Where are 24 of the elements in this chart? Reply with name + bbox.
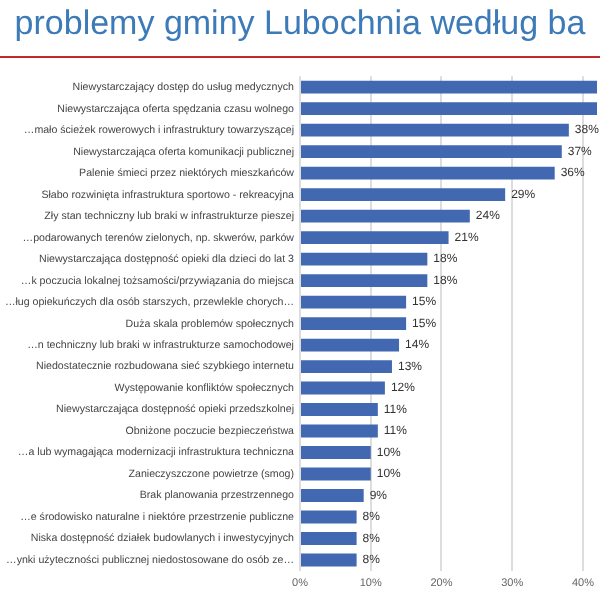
bar xyxy=(301,209,470,223)
bar xyxy=(301,553,357,567)
bar xyxy=(301,317,407,331)
bar xyxy=(301,274,428,288)
bar xyxy=(301,252,428,266)
bar xyxy=(301,489,364,503)
bar xyxy=(301,166,555,180)
bar xyxy=(301,424,378,438)
bar xyxy=(301,381,385,395)
bar xyxy=(301,295,407,309)
bar xyxy=(301,360,392,374)
bar xyxy=(301,123,569,137)
bar xyxy=(301,188,506,202)
bar xyxy=(301,532,357,545)
bar xyxy=(301,338,400,352)
bar xyxy=(301,102,598,116)
bar xyxy=(301,231,449,245)
bar xyxy=(301,403,378,417)
bar xyxy=(301,145,562,159)
chart-title: problemy gminy Lubochnia według ba xyxy=(12,4,588,44)
bar xyxy=(301,467,371,481)
bar xyxy=(301,510,357,524)
bar xyxy=(301,446,371,460)
bar xyxy=(301,80,598,94)
